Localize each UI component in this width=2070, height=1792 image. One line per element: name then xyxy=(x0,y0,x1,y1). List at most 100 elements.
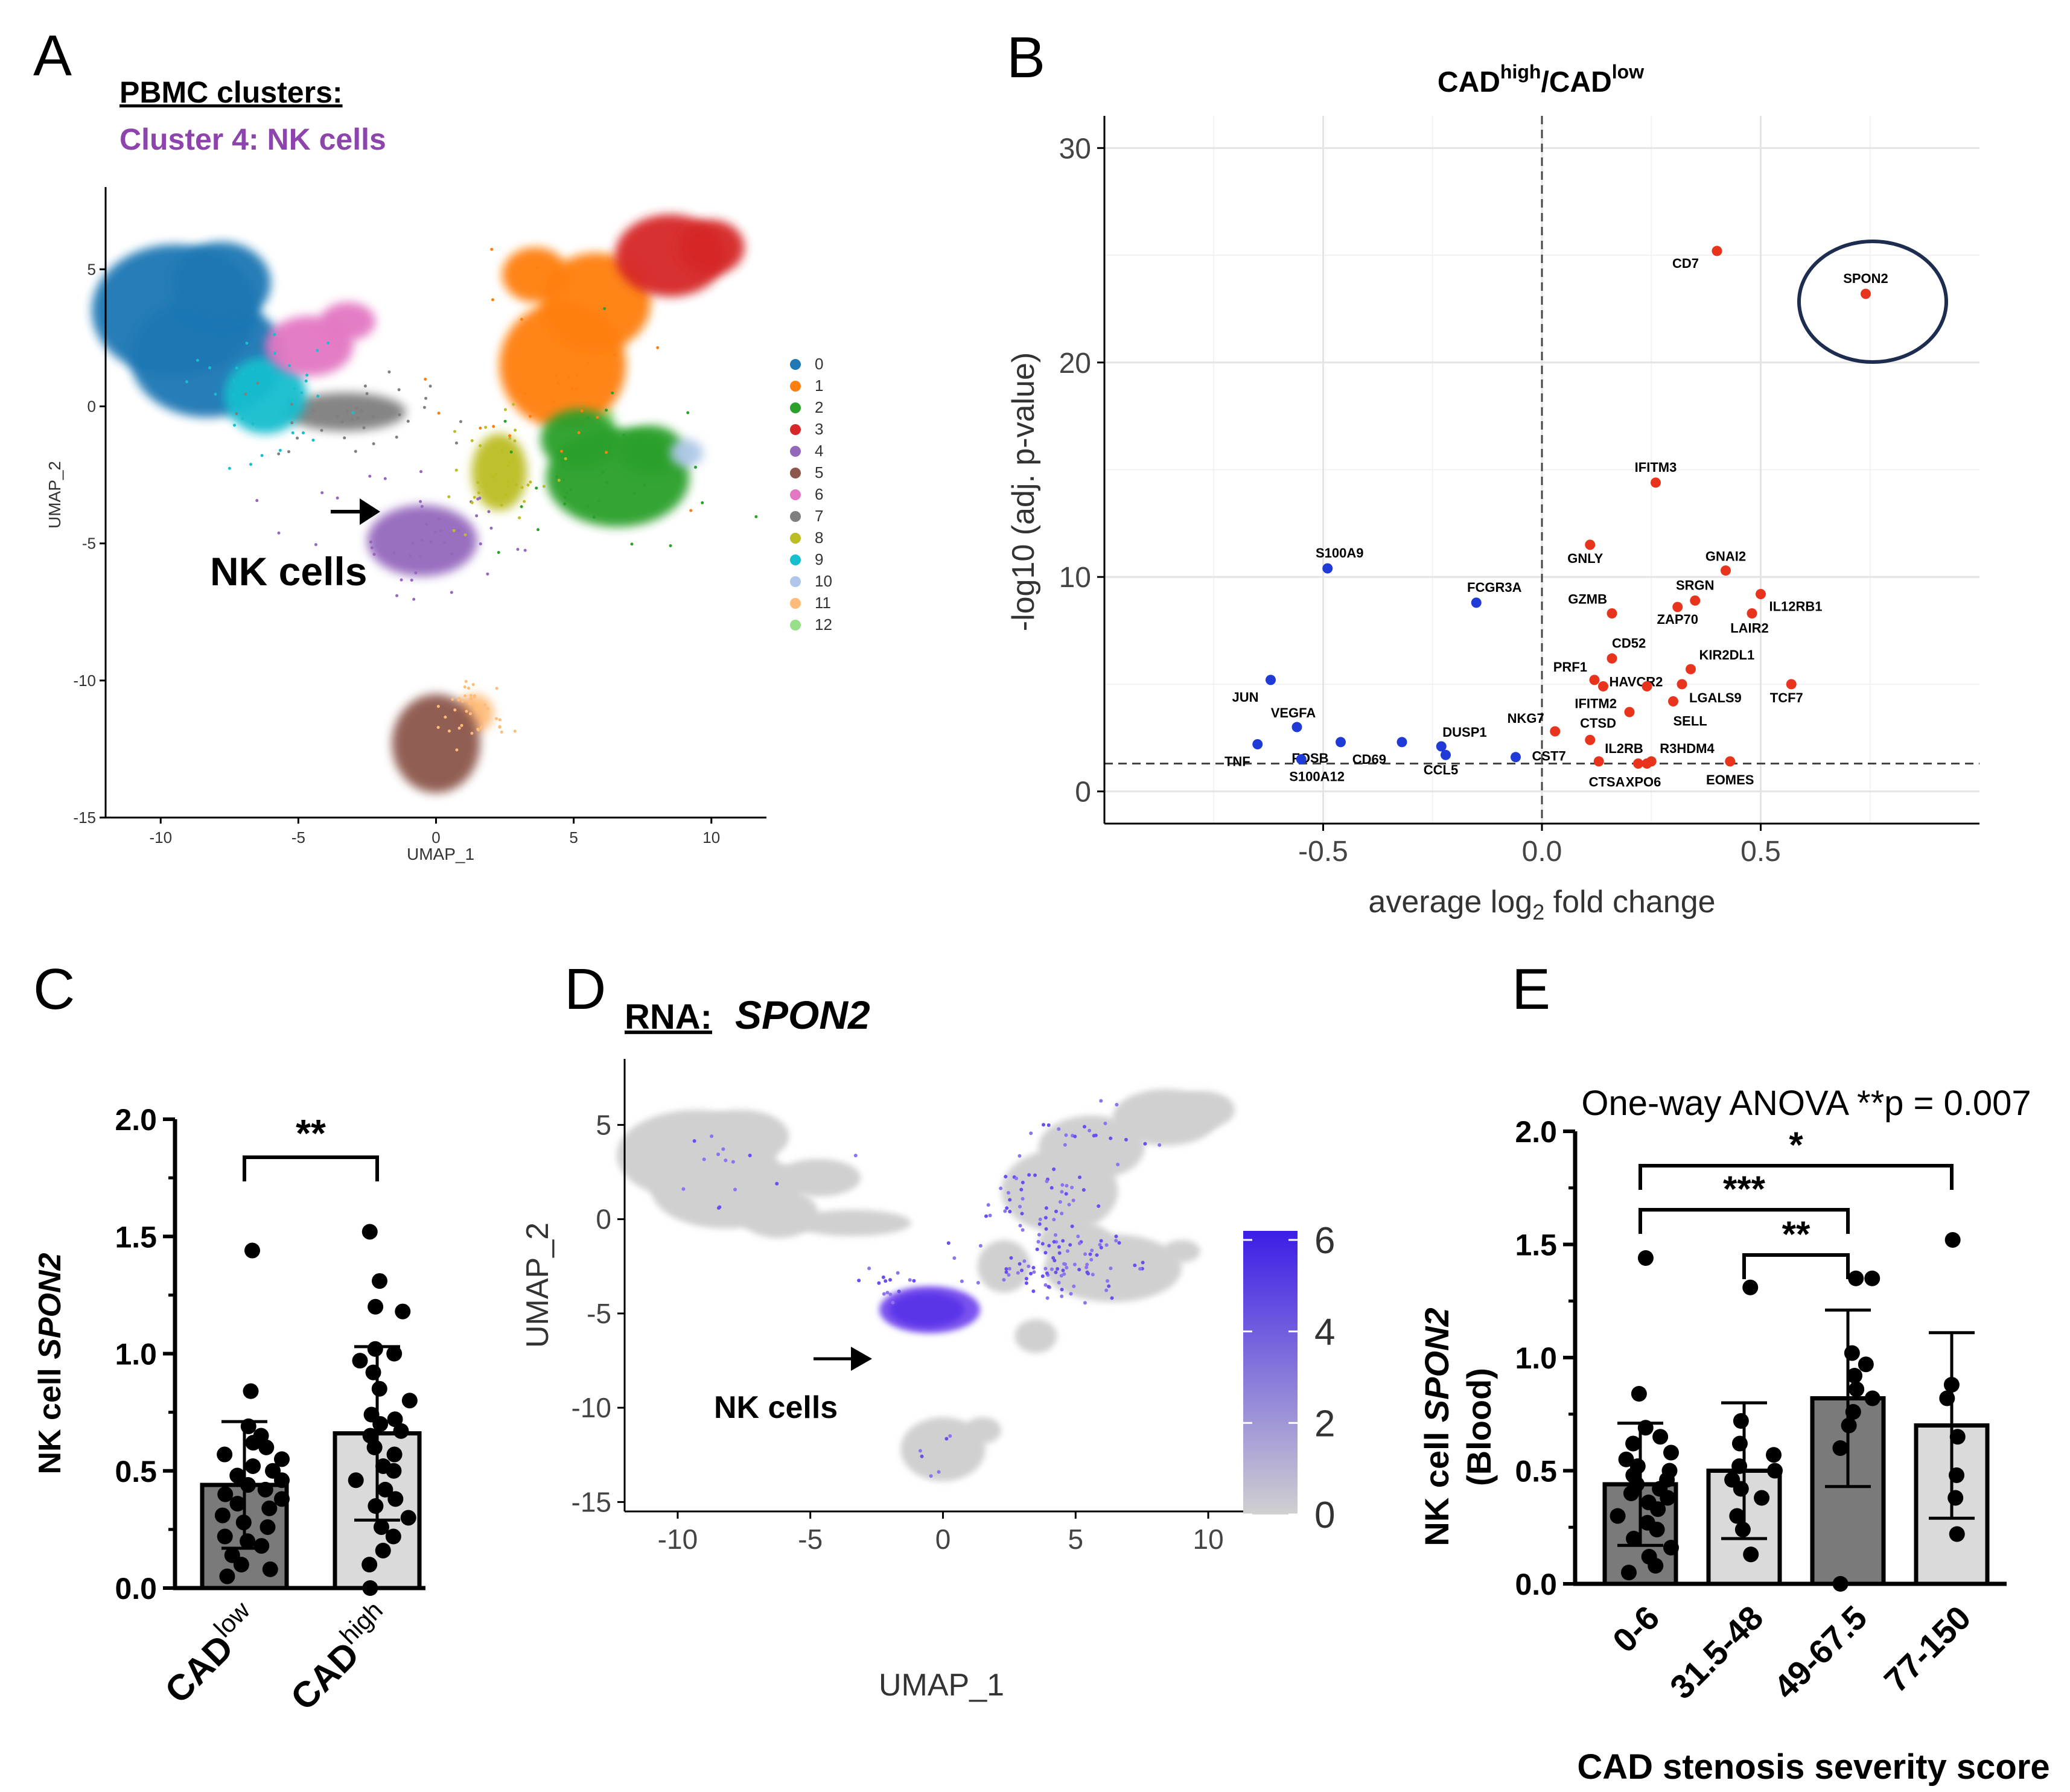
umap-a-dot xyxy=(500,730,503,734)
volcano-point-gzmb xyxy=(1607,608,1617,619)
legend-label-11: 11 xyxy=(815,594,831,612)
umap-a-dot xyxy=(490,247,494,251)
umap-a-dot xyxy=(345,409,349,413)
umap-d-expressing-dot xyxy=(716,1152,721,1157)
bar-e-point xyxy=(1832,1440,1849,1456)
umap-d-expressing-dot xyxy=(1008,1209,1012,1213)
cluster-5 xyxy=(392,694,480,793)
volcano-label-ctsa: CTSA xyxy=(1589,774,1625,789)
bar-c-point xyxy=(365,1364,381,1381)
umap-a-dot xyxy=(503,419,507,423)
volcano-xtick-label: -0.5 xyxy=(1298,836,1348,868)
umap-d-expressing-dot xyxy=(884,1279,888,1283)
umap-a-dot xyxy=(693,465,697,469)
umap-a-dot xyxy=(542,485,546,488)
bar-c-ytick-label: 1.5 xyxy=(115,1220,157,1254)
umap-d-expressing-dot xyxy=(1116,1162,1120,1166)
umap-a-dot xyxy=(473,695,476,699)
umap-a-dot xyxy=(356,416,360,420)
bar-c-point xyxy=(217,1528,233,1545)
umap-a-dot xyxy=(409,554,412,558)
umap-a-dot xyxy=(484,425,488,429)
volcano-label-fcgr3a: FCGR3A xyxy=(1467,580,1522,595)
umap-a-ytick-label: 0 xyxy=(88,397,96,415)
umap-a-dot xyxy=(257,370,261,373)
volcano-plot: -0.5 0.0 0.5 0 10 20 30 CD7 SPON2 IFITM3 GNLY GNAI2… xyxy=(1059,116,1979,868)
colorbar xyxy=(1243,1231,1298,1514)
umap-d-expressing-dot xyxy=(986,1203,990,1207)
umap-d-grey-cells xyxy=(616,1089,1235,1481)
umap-d-expressing-dot xyxy=(1051,1256,1056,1260)
umap-d-expressing-dot xyxy=(1070,1224,1074,1228)
volcano-label-jun: JUN xyxy=(1232,690,1258,705)
umap-a-dot xyxy=(419,554,422,558)
umap-d-expressing-dot xyxy=(1124,1137,1128,1142)
legend-label-0: 0 xyxy=(815,355,823,373)
bar-c-point xyxy=(386,1463,402,1479)
volcano-point-cst7 xyxy=(1585,734,1596,745)
umap-a-dot xyxy=(398,413,401,417)
umap-d-expressing-dot xyxy=(1081,1188,1086,1192)
bar-c-point xyxy=(258,1439,275,1455)
umap-a-dot xyxy=(452,529,456,532)
volcano-point-sell xyxy=(1668,696,1678,707)
umap-d-expressing-dot xyxy=(1005,1206,1009,1210)
volcano-label-tcf7: TCF7 xyxy=(1770,690,1803,705)
umap-a-dot xyxy=(500,449,503,453)
umap-a-dot xyxy=(277,531,281,535)
umap-d-expressing-dot xyxy=(1070,1186,1074,1190)
umap-a-dot xyxy=(575,387,578,391)
volcano-point-cd69 xyxy=(1396,737,1407,748)
umap-d-grey-blob xyxy=(900,1417,986,1481)
umap-a-dot xyxy=(477,491,480,495)
umap-a-dot xyxy=(491,475,494,479)
umap-a-dot xyxy=(459,420,462,424)
bar-c-point xyxy=(229,1496,246,1512)
umap-d-expressing-dot xyxy=(1037,1222,1042,1226)
umap-d-grey-blob xyxy=(1171,1091,1235,1129)
umap-a-dot xyxy=(311,438,315,442)
legend-label-10: 10 xyxy=(815,572,832,590)
bar-c-ytick-label: 0.0 xyxy=(115,1572,157,1606)
umap-a-dot xyxy=(387,370,391,373)
umap-a-dot xyxy=(508,434,512,437)
legend-label-9: 9 xyxy=(815,550,823,568)
bar-e-point xyxy=(1729,1508,1745,1524)
volcano-ylabel: -log10 (adj. p-value) xyxy=(1006,352,1041,631)
volcano-label-prf1: PRF1 xyxy=(1553,659,1587,675)
umap-d-expressing-dot xyxy=(1017,1262,1022,1266)
bar-e-point xyxy=(1623,1485,1639,1501)
umap-a-dot xyxy=(486,707,490,711)
umap-d-expressing-dot xyxy=(1143,1142,1147,1146)
umap-d-expressing-dot xyxy=(1061,1268,1065,1273)
bar-c-ylabel: NK cell SPON2 xyxy=(33,1253,68,1474)
bar-c-sig-bracket xyxy=(243,1155,379,1181)
umap-d-expressing-dot xyxy=(1060,1212,1064,1216)
umap-d-expressing-dot xyxy=(1088,1252,1092,1256)
umap-d-expressing-dot xyxy=(1109,1136,1113,1140)
umap-a-dot xyxy=(605,451,608,454)
umap-a-dot xyxy=(314,543,317,547)
umap-d-expressing-dot xyxy=(1043,1216,1048,1220)
umap-d-expressing-dot xyxy=(775,1181,779,1186)
volcano-point-prf1 xyxy=(1589,675,1600,685)
umap-a-dot xyxy=(233,424,237,427)
umap-a-ytick-label: -5 xyxy=(82,535,96,553)
bar-e-point xyxy=(1767,1463,1783,1479)
bar-e-point xyxy=(1660,1490,1676,1506)
bar-c-point xyxy=(401,1393,418,1409)
umap-a-dot xyxy=(365,392,369,395)
umap-d-expressing-dot xyxy=(937,1470,941,1474)
volcano-label-srgn: SRGN xyxy=(1676,577,1715,593)
umap-a-dot xyxy=(420,505,424,509)
umap-a-dot xyxy=(326,341,330,345)
umap-a-dot xyxy=(255,499,259,503)
volcano-label-spon2: SPON2 xyxy=(1843,271,1888,286)
volcano-point-lair2 xyxy=(1747,608,1757,619)
volcano-label-kir2dl1: KIR2DL1 xyxy=(1699,647,1755,662)
umap-a-dot xyxy=(630,542,634,546)
volcano-point-ctsa xyxy=(1633,758,1643,769)
umap-d-expressing-dot xyxy=(988,1213,992,1218)
panel-d-letter: D xyxy=(564,957,606,1022)
umap-a-dot xyxy=(583,325,587,328)
